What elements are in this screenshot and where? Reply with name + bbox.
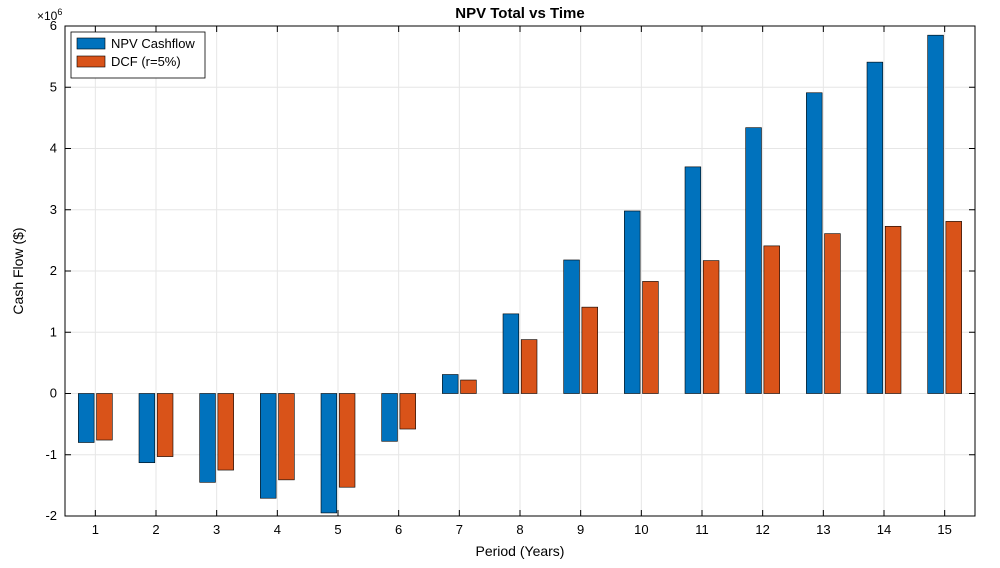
bar-dcf-(r=5%)-15: [946, 221, 962, 393]
xtick-label: 15: [937, 522, 951, 537]
bar-dcf-(r=5%)-9: [582, 307, 598, 393]
bar-dcf-(r=5%)-8: [521, 340, 537, 394]
bar-dcf-(r=5%)-3: [218, 394, 234, 471]
bar-npv-cashflow-9: [564, 260, 580, 394]
xtick-label: 2: [152, 522, 159, 537]
bar-npv-cashflow-11: [685, 167, 701, 394]
bar-npv-cashflow-4: [260, 394, 276, 499]
chart-svg: -2-10123456123456789101112131415×106NPV …: [0, 0, 1000, 568]
bar-npv-cashflow-13: [806, 93, 822, 394]
xtick-label: 14: [877, 522, 891, 537]
xtick-label: 5: [334, 522, 341, 537]
bar-npv-cashflow-7: [442, 375, 458, 394]
x-axis-label: Period (Years): [476, 543, 565, 559]
bar-npv-cashflow-12: [746, 128, 762, 394]
bar-dcf-(r=5%)-7: [461, 380, 477, 393]
ytick-label: 1: [50, 324, 57, 339]
bar-npv-cashflow-1: [78, 394, 94, 443]
chart-title: NPV Total vs Time: [455, 5, 585, 22]
ytick-label: 4: [50, 141, 57, 156]
bar-dcf-(r=5%)-12: [764, 246, 780, 394]
bar-npv-cashflow-15: [928, 35, 944, 393]
npv-chart-root: -2-10123456123456789101112131415×106NPV …: [0, 0, 1000, 568]
legend-swatch: [77, 38, 105, 49]
bar-npv-cashflow-10: [624, 211, 640, 394]
bar-npv-cashflow-2: [139, 394, 155, 463]
xtick-label: 4: [274, 522, 281, 537]
bar-dcf-(r=5%)-13: [825, 234, 841, 394]
bar-npv-cashflow-5: [321, 394, 337, 513]
bar-npv-cashflow-8: [503, 314, 519, 394]
xtick-label: 11: [695, 522, 709, 537]
legend: NPV Cashflow DCF (r=5%): [71, 32, 205, 78]
xtick-label: 1: [92, 522, 99, 537]
bar-npv-cashflow-6: [382, 394, 398, 442]
bar-dcf-(r=5%)-1: [97, 394, 113, 441]
y-axis-label: Cash Flow ($): [10, 227, 26, 314]
bar-dcf-(r=5%)-10: [643, 281, 659, 393]
xtick-label: 6: [395, 522, 402, 537]
xtick-label: 8: [516, 522, 523, 537]
xtick-label: 10: [634, 522, 648, 537]
ytick-label: -1: [45, 447, 57, 462]
bar-dcf-(r=5%)-4: [279, 394, 295, 480]
legend-swatch: [77, 56, 105, 67]
bar-dcf-(r=5%)-11: [703, 261, 719, 394]
svg-text:×106: ×106: [37, 7, 62, 23]
ytick-label: 2: [50, 263, 57, 278]
xtick-label: 7: [456, 522, 463, 537]
bar-dcf-(r=5%)-14: [885, 226, 901, 393]
ytick-label: -2: [45, 508, 57, 523]
xtick-label: 3: [213, 522, 220, 537]
bar-dcf-(r=5%)-2: [157, 394, 173, 457]
y-exponent-label: ×106: [37, 7, 62, 23]
legend-label: DCF (r=5%): [111, 54, 181, 69]
legend-label: NPV Cashflow: [111, 36, 195, 51]
bar-npv-cashflow-3: [200, 394, 216, 483]
xtick-label: 13: [816, 522, 830, 537]
bar-npv-cashflow-14: [867, 62, 883, 393]
xtick-label: 9: [577, 522, 584, 537]
ytick-label: 0: [50, 386, 57, 401]
bar-dcf-(r=5%)-5: [339, 394, 355, 488]
bar-dcf-(r=5%)-6: [400, 394, 416, 430]
ytick-label: 3: [50, 202, 57, 217]
ytick-label: 5: [50, 79, 57, 94]
xtick-label: 12: [755, 522, 769, 537]
